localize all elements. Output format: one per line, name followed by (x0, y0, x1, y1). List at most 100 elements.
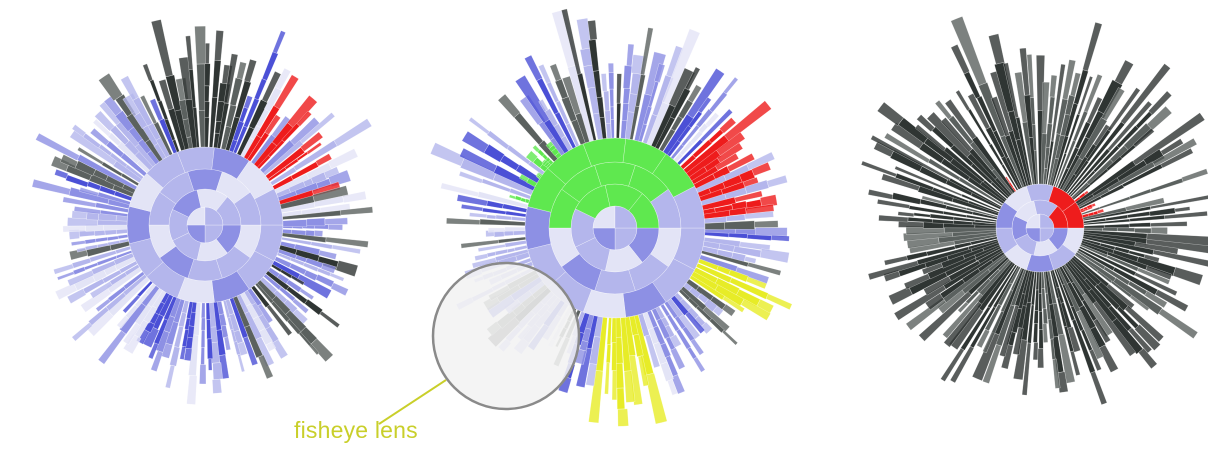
sunburst-spike (722, 330, 738, 345)
sunburst-spike (709, 92, 727, 112)
sunburst-spike (617, 74, 622, 104)
sunburst-spike (1129, 223, 1150, 227)
sunburst-spike (215, 30, 224, 60)
sunburst-spike (1129, 189, 1151, 199)
sunburst-spike (1033, 323, 1038, 342)
sunburst-spike (889, 287, 913, 305)
sunburst-spike (615, 337, 623, 363)
sunburst-spike (1173, 267, 1203, 285)
sunburst-spike (914, 213, 931, 217)
sunburst-spike (201, 303, 205, 318)
sunburst-spike (224, 337, 231, 351)
sunburst-spike (118, 235, 128, 239)
sunburst-spike (334, 119, 372, 147)
sunburst-spike (488, 228, 505, 232)
sunburst-spike (1159, 309, 1198, 339)
sunburst-spike (213, 363, 223, 380)
sunburst-spike (693, 357, 705, 372)
sunburst-spike (63, 226, 86, 232)
sunburst-spike (71, 241, 85, 246)
sunburst-spike (612, 343, 617, 371)
sunburst-spike (143, 64, 153, 81)
ring-segment (595, 270, 636, 294)
sunburst-spike (446, 218, 480, 225)
sunburst-spike (332, 245, 361, 254)
sunburst-spike (1050, 75, 1057, 97)
sunburst-spike (1150, 222, 1187, 227)
sunburst-spike (205, 102, 210, 118)
sunburst-spike (507, 248, 515, 253)
sunburst-spike (610, 107, 614, 120)
sunburst-spike (195, 26, 206, 64)
sunburst-spike (96, 237, 108, 242)
sunburst-spike (1092, 203, 1096, 207)
sunburst-spike (989, 34, 1005, 64)
sunburst-spike (1150, 178, 1183, 192)
sunburst-spike (550, 64, 562, 81)
sunburst-spike (206, 303, 210, 320)
sunburst-spike (771, 235, 789, 241)
sunburst-spike (496, 215, 512, 220)
sunburst-filtered (861, 16, 1208, 404)
sunburst-spike (617, 388, 625, 409)
sunburst-spike (32, 179, 71, 195)
sunburst-spike (623, 66, 632, 89)
sunburst-spike (605, 363, 610, 394)
sunburst-spike (879, 215, 909, 222)
sunburst-spike (98, 331, 126, 365)
sunburst-spike (469, 213, 487, 218)
sunburst-spike (1115, 60, 1134, 85)
sunburst-spike (611, 120, 615, 139)
sunburst-spike (99, 73, 123, 101)
sunburst-spike (320, 311, 340, 328)
sunburst-spike (729, 233, 748, 238)
sunburst-spike (511, 217, 525, 222)
sunburst-spike (336, 261, 358, 277)
sunburst-spike (238, 354, 245, 372)
sunburst-spike (328, 149, 358, 169)
sunburst-spike (601, 74, 607, 92)
sunburst-spike (755, 221, 779, 228)
sunburst-spike (646, 373, 668, 424)
sunburst-spike (498, 94, 520, 118)
sunburst-spike (1117, 228, 1135, 232)
sunburst-spike (606, 345, 611, 363)
sunburst-spike (208, 359, 212, 371)
sunburst-spike (612, 371, 617, 400)
sunburst-spike (187, 375, 197, 404)
sunburst-spike (616, 363, 624, 388)
sunburst-spike (1039, 272, 1042, 294)
sunburst-spike (861, 161, 896, 177)
sunburst-spike (207, 320, 212, 339)
sunburst-spike (205, 43, 209, 64)
sunburst-spike (868, 189, 893, 199)
sunburst-spike (747, 235, 771, 241)
sunburst-spike (723, 77, 738, 94)
sunburst-spike (85, 239, 96, 244)
sunburst-spike (1151, 227, 1167, 234)
sunburst-spike (244, 59, 256, 82)
sunburst-spike (307, 218, 325, 226)
sunburst-spike (1035, 290, 1039, 311)
sunburst-spike (331, 283, 349, 296)
sunburst-spike (207, 339, 213, 359)
sunburst-spike (487, 252, 496, 257)
sunburst-spike (509, 195, 516, 199)
sunburst-spike (205, 64, 211, 86)
sunburst-spike (205, 86, 210, 102)
sunburst-spike (1102, 228, 1117, 232)
sunburst-spike (1090, 371, 1107, 404)
sunburst-spike (1034, 311, 1038, 324)
sunburst-spike (1175, 207, 1190, 212)
sunburst-spike (469, 117, 490, 134)
sunburst-spike (1039, 311, 1043, 329)
sunburst-spike (1182, 169, 1208, 182)
sunburst-spike (201, 347, 205, 364)
sunburst-spike (760, 249, 789, 263)
sunburst-spike (898, 212, 914, 217)
sunburst-spike (212, 379, 222, 393)
sunburst-spike (272, 340, 288, 359)
sunburst-spike (609, 73, 614, 89)
sunburst-spike (1099, 345, 1118, 373)
sunburst-spike (610, 89, 614, 107)
